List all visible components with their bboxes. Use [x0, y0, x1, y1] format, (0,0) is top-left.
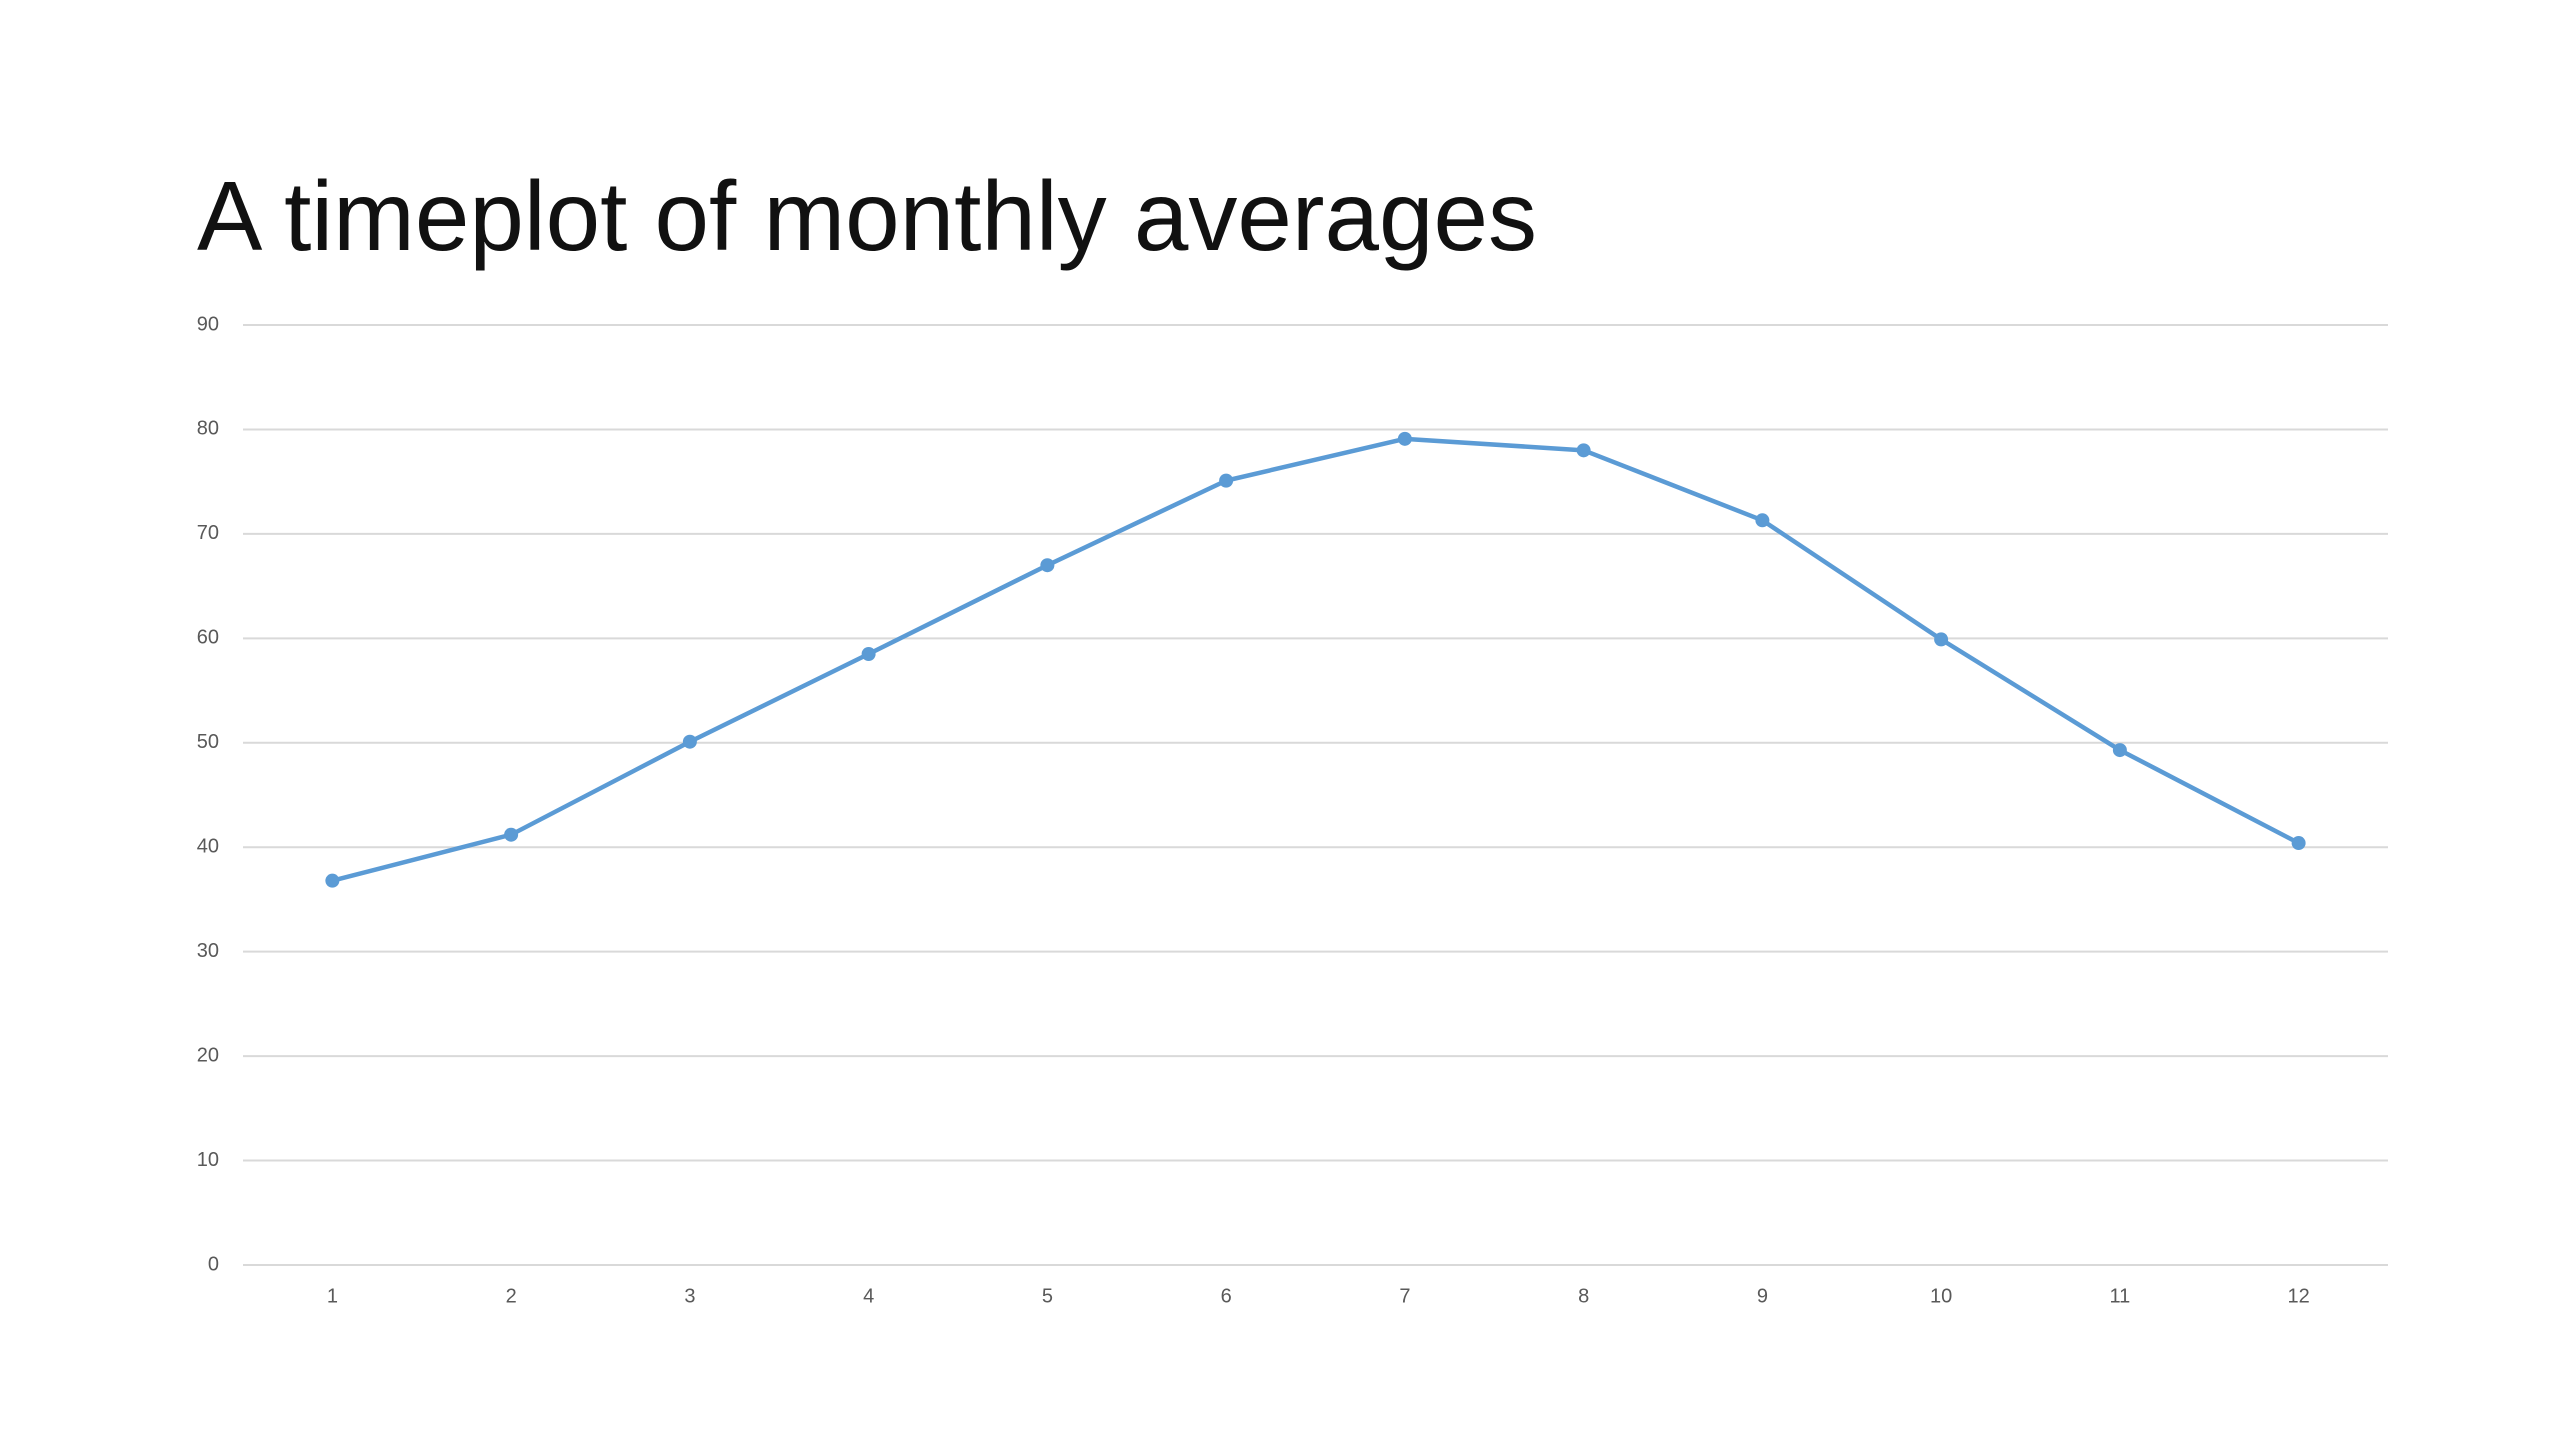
y-tick-label: 40	[197, 836, 219, 858]
data-point	[861, 647, 876, 661]
y-tick-label: 80	[197, 418, 219, 440]
data-point	[682, 734, 697, 749]
x-tick-label: 3	[684, 1285, 695, 1307]
data-point	[1755, 513, 1770, 528]
y-tick-label: 70	[197, 522, 219, 544]
y-tick-label: 0	[208, 1253, 219, 1275]
y-tick-label: 50	[197, 731, 219, 753]
data-point	[1397, 431, 1412, 446]
data-point	[1576, 443, 1591, 458]
x-tick-label: 1	[327, 1285, 338, 1307]
x-tick-label: 5	[1042, 1285, 1053, 1307]
data-point	[325, 873, 340, 888]
x-tick-label: 2	[506, 1285, 517, 1307]
chart-title: A timeplot of monthly averages	[197, 161, 1537, 271]
y-tick-label: 30	[197, 940, 219, 962]
x-tick-label: 11	[2109, 1285, 2130, 1307]
data-point	[2112, 743, 2127, 758]
y-tick-label: 10	[197, 1149, 219, 1171]
x-tick-label: 9	[1757, 1285, 1768, 1307]
data-point	[2291, 836, 2306, 851]
data-point	[504, 827, 519, 842]
x-tick-label: 4	[863, 1285, 874, 1307]
x-tick-label: 12	[2288, 1285, 2310, 1307]
data-point	[1219, 473, 1234, 488]
data-line	[331, 436, 2300, 883]
y-tick-label: 60	[197, 627, 219, 649]
x-tick-label: 7	[1399, 1285, 1410, 1307]
y-tick-label: 20	[197, 1044, 219, 1066]
x-tick-label: 8	[1578, 1285, 1589, 1307]
data-point	[1040, 558, 1055, 573]
x-tick-label: 10	[1930, 1285, 1952, 1307]
data-point	[1934, 632, 1949, 647]
y-tick-label: 90	[197, 313, 219, 335]
x-tick-label: 6	[1221, 1285, 1232, 1307]
